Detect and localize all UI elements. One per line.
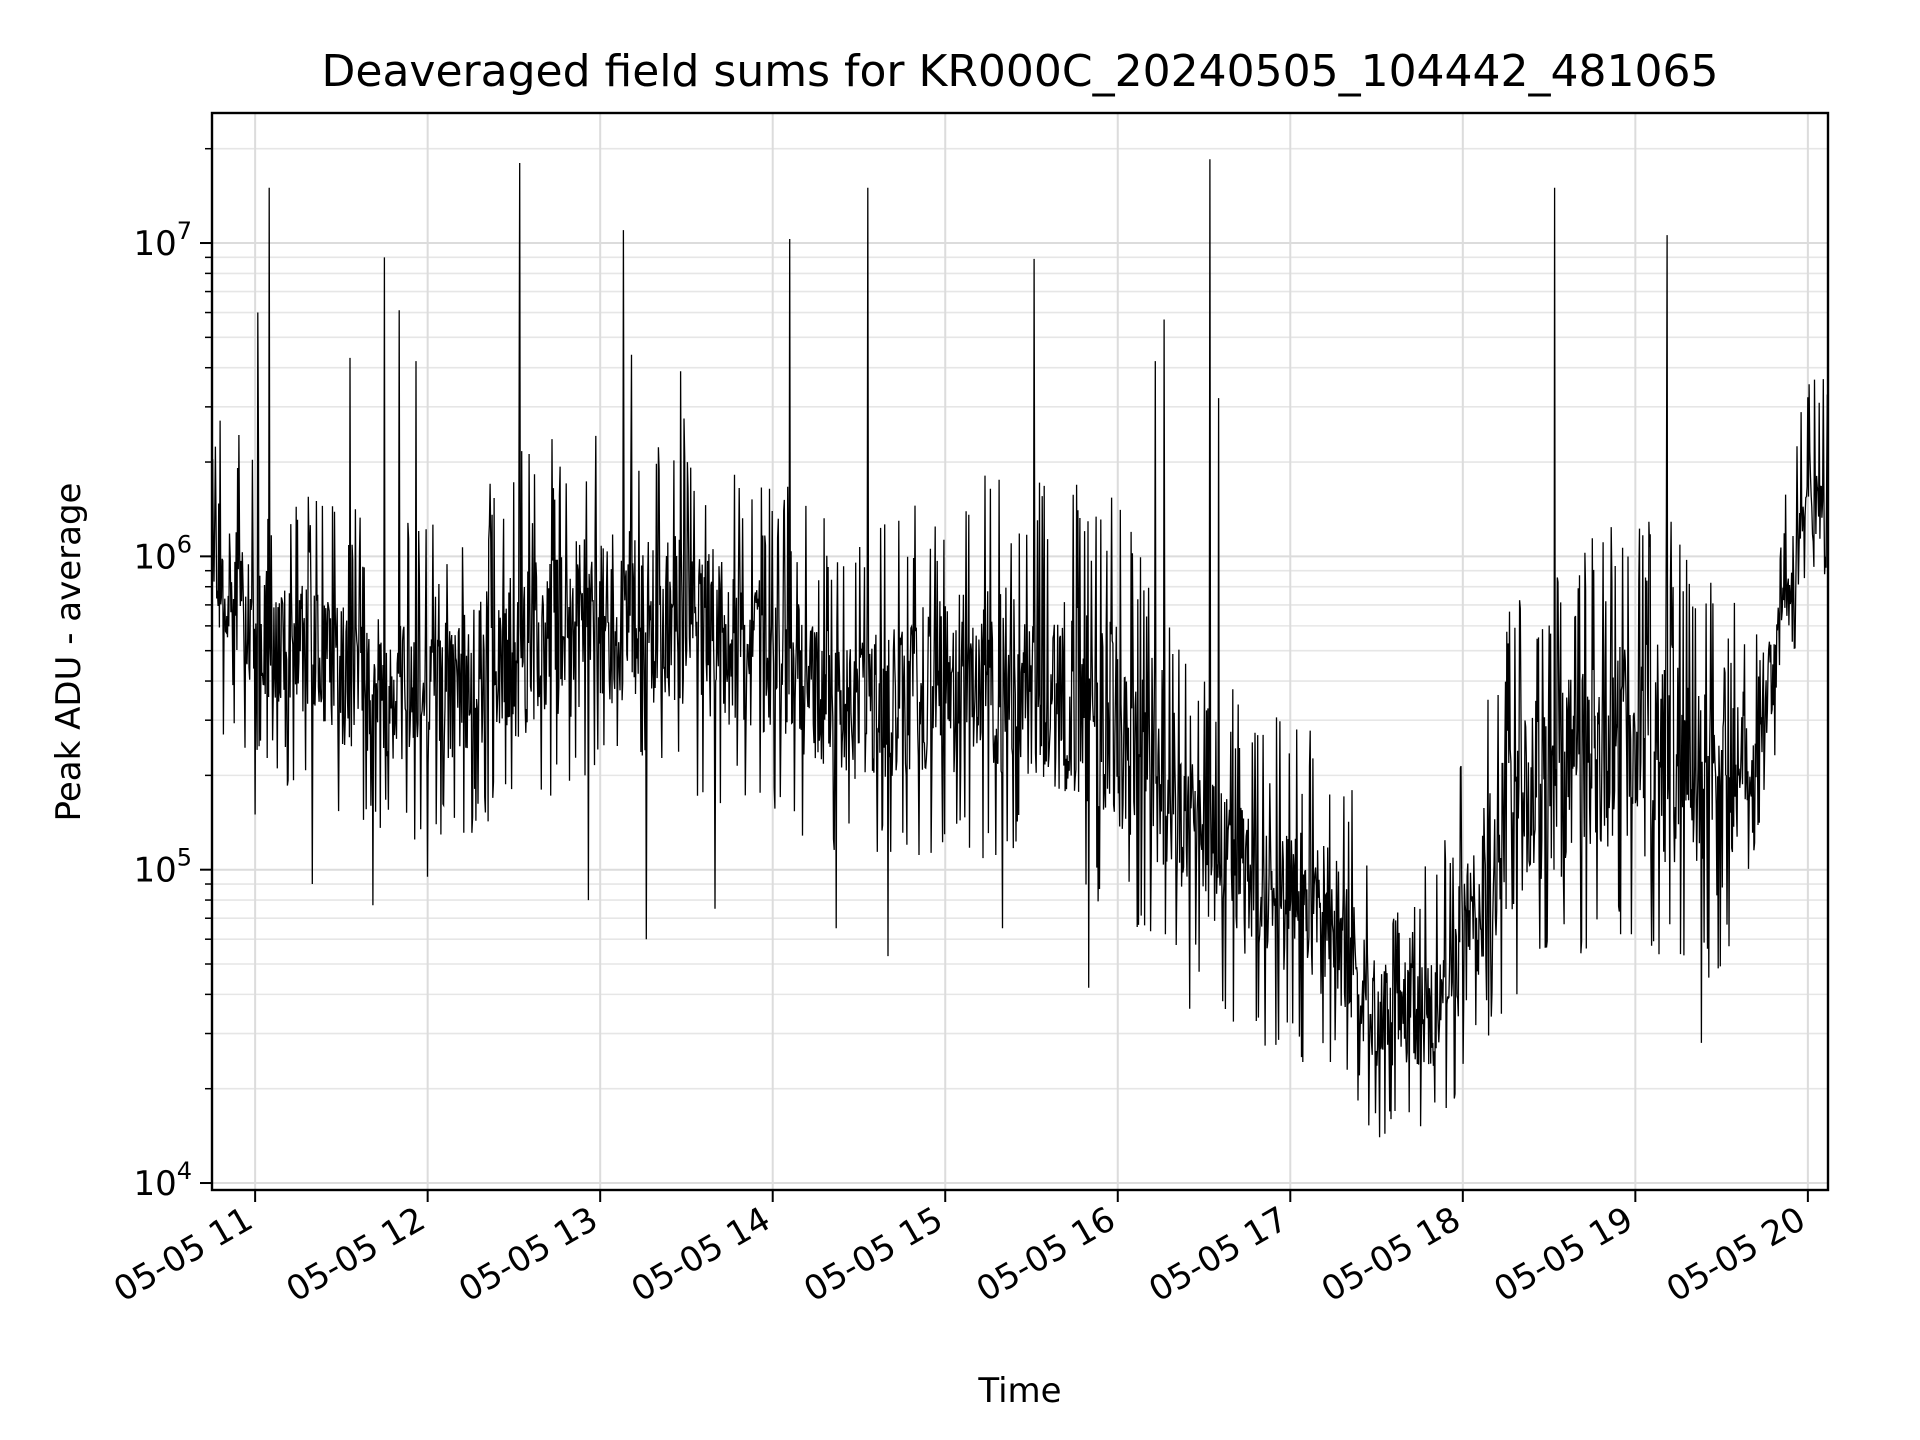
x-axis-label: Time	[977, 1371, 1061, 1411]
y-tick-label: 105	[133, 844, 192, 891]
y-axis: 104 105 106 107	[133, 147, 212, 1204]
y-axis-label: Peak ADU - average	[49, 483, 89, 822]
series-line	[211, 159, 1829, 1138]
plot-frame	[210, 111, 1830, 1192]
y-tick-label: 104	[133, 1157, 192, 1204]
y-tick-label: 106	[133, 530, 192, 577]
series-path	[211, 159, 1829, 1138]
chart-title: Deaveraged field sums for KR000C_2024050…	[322, 46, 1719, 97]
y-tick-label: 107	[133, 217, 192, 264]
